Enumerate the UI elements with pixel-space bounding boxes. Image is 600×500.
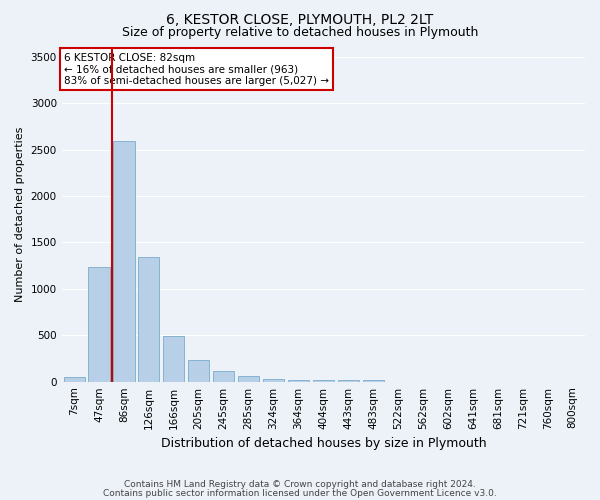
Text: 6 KESTOR CLOSE: 82sqm
← 16% of detached houses are smaller (963)
83% of semi-det: 6 KESTOR CLOSE: 82sqm ← 16% of detached …	[64, 52, 329, 86]
Bar	[88, 266, 110, 382]
Bar	[113, 142, 134, 382]
Bar	[64, 377, 85, 382]
Bar	[313, 380, 334, 382]
Text: Size of property relative to detached houses in Plymouth: Size of property relative to detached ho…	[122, 26, 478, 39]
Text: 6, KESTOR CLOSE, PLYMOUTH, PL2 2LT: 6, KESTOR CLOSE, PLYMOUTH, PL2 2LT	[166, 12, 434, 26]
Bar	[138, 258, 160, 382]
Y-axis label: Number of detached properties: Number of detached properties	[15, 127, 25, 302]
Bar	[213, 370, 234, 382]
Bar	[188, 360, 209, 382]
X-axis label: Distribution of detached houses by size in Plymouth: Distribution of detached houses by size …	[161, 437, 486, 450]
Text: Contains HM Land Registry data © Crown copyright and database right 2024.: Contains HM Land Registry data © Crown c…	[124, 480, 476, 489]
Bar	[288, 380, 309, 382]
Bar	[238, 376, 259, 382]
Bar	[163, 336, 184, 382]
Bar	[362, 380, 384, 382]
Bar	[263, 379, 284, 382]
Text: Contains public sector information licensed under the Open Government Licence v3: Contains public sector information licen…	[103, 489, 497, 498]
Bar	[338, 380, 359, 382]
